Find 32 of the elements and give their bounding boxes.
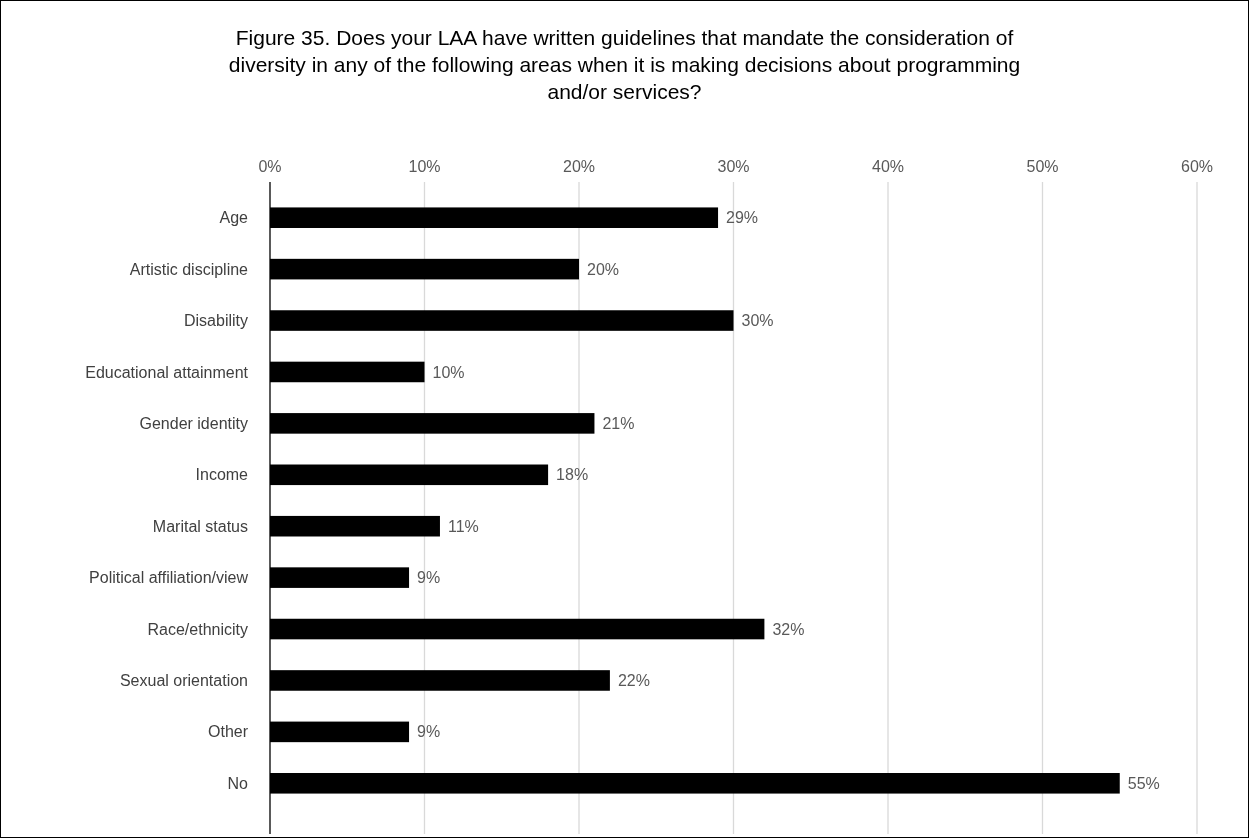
data-label: 9% bbox=[417, 569, 441, 587]
data-label: 10% bbox=[432, 363, 465, 381]
x-tick-label: 20% bbox=[562, 158, 596, 175]
data-label: 20% bbox=[587, 260, 620, 278]
data-label: 22% bbox=[617, 672, 650, 690]
y-tick-label: Race/ethnicity bbox=[147, 620, 248, 638]
y-tick-label: No bbox=[227, 774, 249, 792]
data-label: 29% bbox=[726, 209, 759, 227]
data-label: 9% bbox=[417, 723, 441, 741]
x-tick-label: 40% bbox=[871, 158, 905, 175]
y-tick-label: Income bbox=[195, 466, 249, 484]
data-label: 30% bbox=[741, 312, 774, 330]
y-tick-label: Other bbox=[207, 723, 249, 741]
y-tick-label: Sexual orientation bbox=[119, 672, 248, 690]
x-tick-label: 0% bbox=[258, 158, 282, 175]
y-tick-label: Gender identity bbox=[139, 414, 248, 432]
y-tick-label: Political affiliation/view bbox=[89, 569, 249, 587]
x-tick-label: 60% bbox=[1180, 158, 1214, 175]
data-label: 11% bbox=[447, 517, 479, 535]
y-tick-label: Artistic discipline bbox=[129, 260, 249, 278]
chart-title: Figure 35. Does your LAA have written guidelines that mandate the consideration of diversity in any of the following areas when it is making decisions about programming and/or services? bbox=[228, 26, 1021, 103]
x-tick-label: 50% bbox=[1026, 158, 1059, 175]
x-tick-label: 10% bbox=[408, 158, 441, 175]
y-tick-label: Disability bbox=[183, 312, 248, 330]
data-label: 55% bbox=[1127, 774, 1160, 792]
x-tick-label: 30% bbox=[717, 158, 750, 175]
y-tick-label: Age bbox=[219, 209, 249, 227]
data-label: 18% bbox=[556, 466, 589, 484]
y-tick-label: Marital status bbox=[152, 517, 248, 535]
data-label: 21% bbox=[602, 414, 635, 432]
y-tick-label: Educational attainment bbox=[85, 363, 249, 381]
data-label: 32% bbox=[772, 620, 805, 638]
